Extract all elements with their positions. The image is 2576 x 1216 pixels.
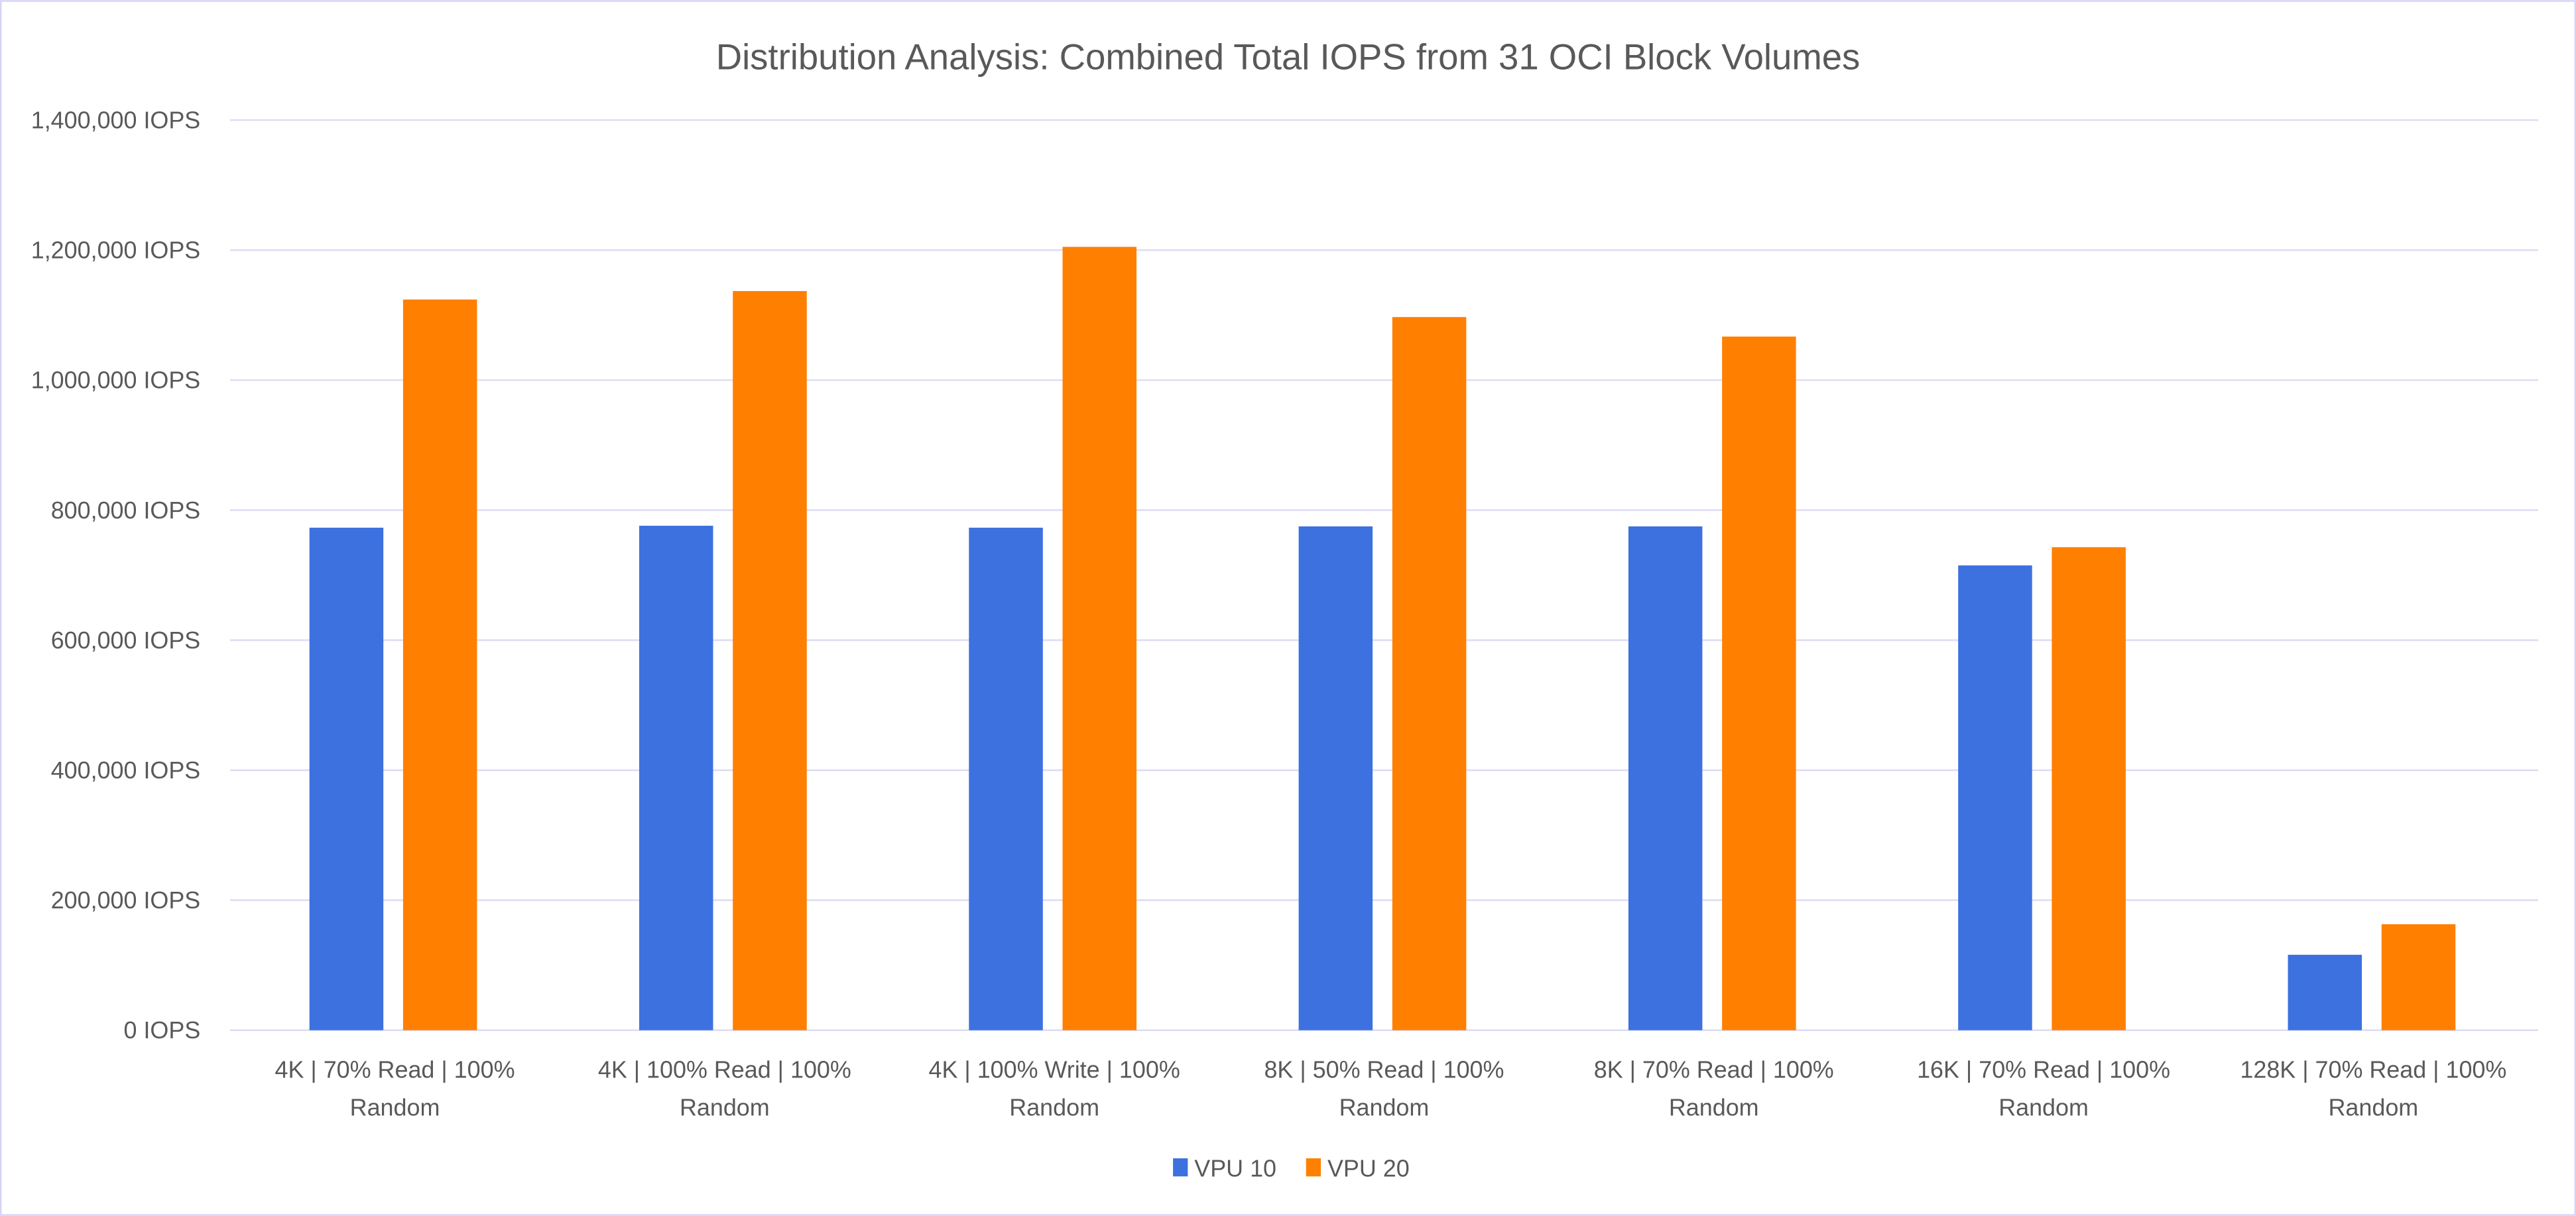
bar-vpu-20 — [1722, 336, 1796, 1030]
chart-title: Distribution Analysis: Combined Total IO… — [716, 36, 1861, 77]
x-tick-label: 16K | 70% Read | 100% — [1917, 1056, 2170, 1083]
y-axis-ticks: 0 IOPS 200,000 IOPS 400,000 IOPS 600,000 IO… — [31, 107, 201, 1044]
legend-label: VPU 10 — [1194, 1154, 1276, 1182]
y-tick-label: 600,000 IOPS — [51, 627, 201, 654]
x-tick-label: 8K | 50% Read | 100% — [1264, 1056, 1504, 1083]
x-tick-label: Random — [680, 1094, 770, 1121]
y-tick-label: 800,000 IOPS — [51, 497, 201, 524]
y-tick-label: 1,400,000 IOPS — [31, 107, 201, 134]
bar-vpu-20 — [402, 299, 477, 1030]
x-tick-label: Random — [1339, 1094, 1430, 1121]
bar-vpu-20 — [2381, 924, 2456, 1030]
y-tick-label: 1,000,000 IOPS — [31, 367, 201, 394]
x-tick-label: Random — [1669, 1094, 1759, 1121]
bar-vpu-10 — [1298, 526, 1373, 1030]
bar-vpu-20 — [1392, 317, 1467, 1030]
x-axis-ticks: 4K | 70% Read | 100% Random 4K | 100% Read… — [275, 1056, 2507, 1121]
legend-swatch — [1173, 1158, 1188, 1177]
gridlines — [229, 119, 2539, 1032]
x-tick-label: 4K | 100% Read | 100% — [598, 1056, 851, 1083]
x-tick-label: 4K | 100% Write | 100% — [929, 1056, 1180, 1083]
bar-vpu-20 — [733, 290, 807, 1030]
bar-vpu-10 — [1628, 526, 1703, 1030]
legend: VPU 10 VPU 20 — [1173, 1154, 1410, 1182]
bar-vpu-10 — [639, 525, 713, 1030]
x-tick-label: Random — [2329, 1094, 2419, 1121]
bar-vpu-10 — [1958, 565, 2032, 1030]
y-tick-label: 400,000 IOPS — [51, 757, 201, 784]
x-tick-label: 8K | 70% Read | 100% — [1594, 1056, 1834, 1083]
bar-vpu-20 — [2052, 547, 2126, 1030]
x-tick-label: Random — [1009, 1094, 1099, 1121]
y-tick-label: 0 IOPS — [124, 1016, 201, 1044]
legend-swatch — [1306, 1158, 1321, 1177]
bar-vpu-10 — [969, 527, 1043, 1030]
bar-vpu-10 — [309, 527, 384, 1030]
x-tick-label: 128K | 70% Read | 100% — [2240, 1056, 2506, 1083]
bars — [309, 247, 2456, 1030]
y-tick-label: 1,200,000 IOPS — [31, 237, 201, 264]
legend-label: VPU 20 — [1327, 1154, 1410, 1182]
bar-vpu-10 — [2288, 955, 2362, 1030]
bar-vpu-20 — [1062, 247, 1137, 1030]
x-tick-label: Random — [1998, 1094, 2089, 1121]
y-tick-label: 200,000 IOPS — [51, 886, 201, 914]
x-tick-label: Random — [350, 1094, 440, 1121]
x-tick-label: 4K | 70% Read | 100% — [275, 1056, 515, 1083]
